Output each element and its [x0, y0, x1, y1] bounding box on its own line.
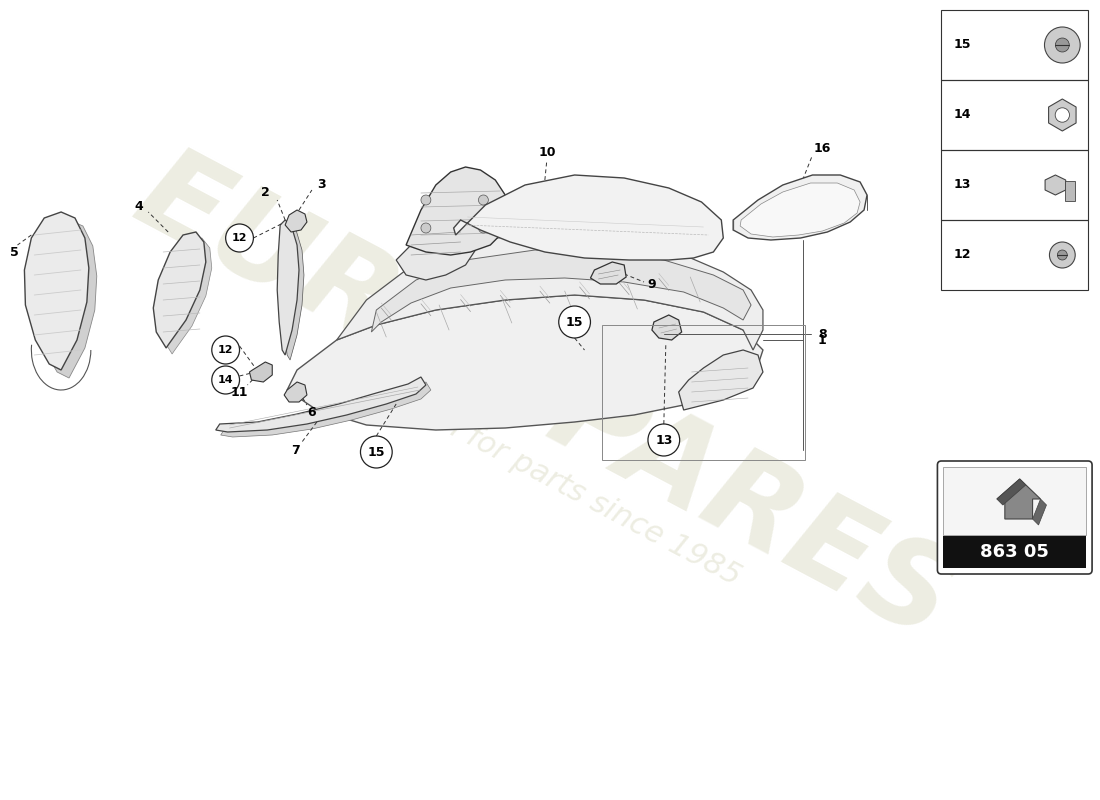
Circle shape — [478, 223, 488, 233]
Circle shape — [361, 436, 393, 468]
Bar — [942, 220, 1088, 290]
Polygon shape — [285, 210, 307, 232]
Polygon shape — [1033, 499, 1046, 525]
FancyBboxPatch shape — [937, 461, 1092, 574]
Polygon shape — [277, 220, 299, 355]
Text: 8: 8 — [818, 327, 827, 341]
Text: 6: 6 — [308, 406, 316, 418]
Circle shape — [1057, 250, 1067, 260]
Circle shape — [478, 195, 488, 205]
Polygon shape — [679, 350, 763, 410]
Circle shape — [1055, 38, 1069, 52]
Polygon shape — [1045, 175, 1066, 195]
Text: 3: 3 — [318, 178, 326, 191]
Circle shape — [212, 366, 240, 394]
Text: 863 05: 863 05 — [980, 543, 1049, 561]
Text: 12: 12 — [232, 233, 248, 243]
Text: 7: 7 — [290, 443, 299, 457]
Bar — [603, 325, 804, 460]
Polygon shape — [283, 225, 304, 360]
Text: 4: 4 — [134, 199, 143, 213]
Circle shape — [1045, 27, 1080, 63]
Polygon shape — [591, 262, 626, 284]
Polygon shape — [32, 220, 97, 378]
Polygon shape — [216, 377, 426, 432]
Polygon shape — [453, 175, 724, 260]
Text: 10: 10 — [538, 146, 556, 158]
Text: a passion for parts since 1985: a passion for parts since 1985 — [324, 349, 746, 591]
Polygon shape — [24, 212, 89, 370]
Text: 14: 14 — [218, 375, 233, 385]
Text: 16: 16 — [814, 142, 832, 154]
Polygon shape — [287, 295, 763, 430]
Text: EUROSPARES: EUROSPARES — [117, 135, 972, 665]
Text: 5: 5 — [10, 246, 19, 258]
Text: 9: 9 — [648, 278, 657, 291]
Text: 12: 12 — [218, 345, 233, 355]
Circle shape — [1055, 108, 1069, 122]
Text: 15: 15 — [954, 38, 971, 51]
Polygon shape — [734, 175, 867, 240]
Text: 13: 13 — [656, 434, 672, 446]
Bar — [942, 80, 1088, 150]
Bar — [942, 10, 1088, 80]
Bar — [1065, 181, 1075, 201]
Polygon shape — [372, 250, 751, 332]
Bar — [944, 536, 1086, 568]
Bar — [944, 467, 1086, 535]
Polygon shape — [153, 232, 206, 348]
Polygon shape — [652, 315, 682, 340]
Text: 11: 11 — [231, 386, 249, 398]
Circle shape — [421, 223, 431, 233]
Polygon shape — [337, 235, 763, 350]
Circle shape — [226, 224, 253, 252]
Circle shape — [1049, 242, 1075, 268]
Polygon shape — [740, 183, 860, 237]
Bar — [942, 150, 1088, 220]
Circle shape — [648, 424, 680, 456]
Polygon shape — [406, 167, 510, 255]
Polygon shape — [1048, 99, 1076, 131]
Polygon shape — [160, 238, 212, 354]
Text: 12: 12 — [954, 249, 971, 262]
Circle shape — [212, 336, 240, 364]
Text: 15: 15 — [367, 446, 385, 458]
Polygon shape — [396, 228, 475, 280]
Text: 1: 1 — [818, 334, 827, 346]
Polygon shape — [221, 382, 431, 437]
Text: 2: 2 — [261, 186, 270, 198]
Text: 15: 15 — [565, 315, 583, 329]
Circle shape — [421, 195, 431, 205]
Text: 14: 14 — [954, 109, 971, 122]
Polygon shape — [997, 479, 1025, 505]
Polygon shape — [997, 479, 1041, 519]
Circle shape — [559, 306, 591, 338]
Text: 13: 13 — [954, 178, 970, 191]
Polygon shape — [250, 362, 272, 382]
Polygon shape — [284, 382, 307, 402]
